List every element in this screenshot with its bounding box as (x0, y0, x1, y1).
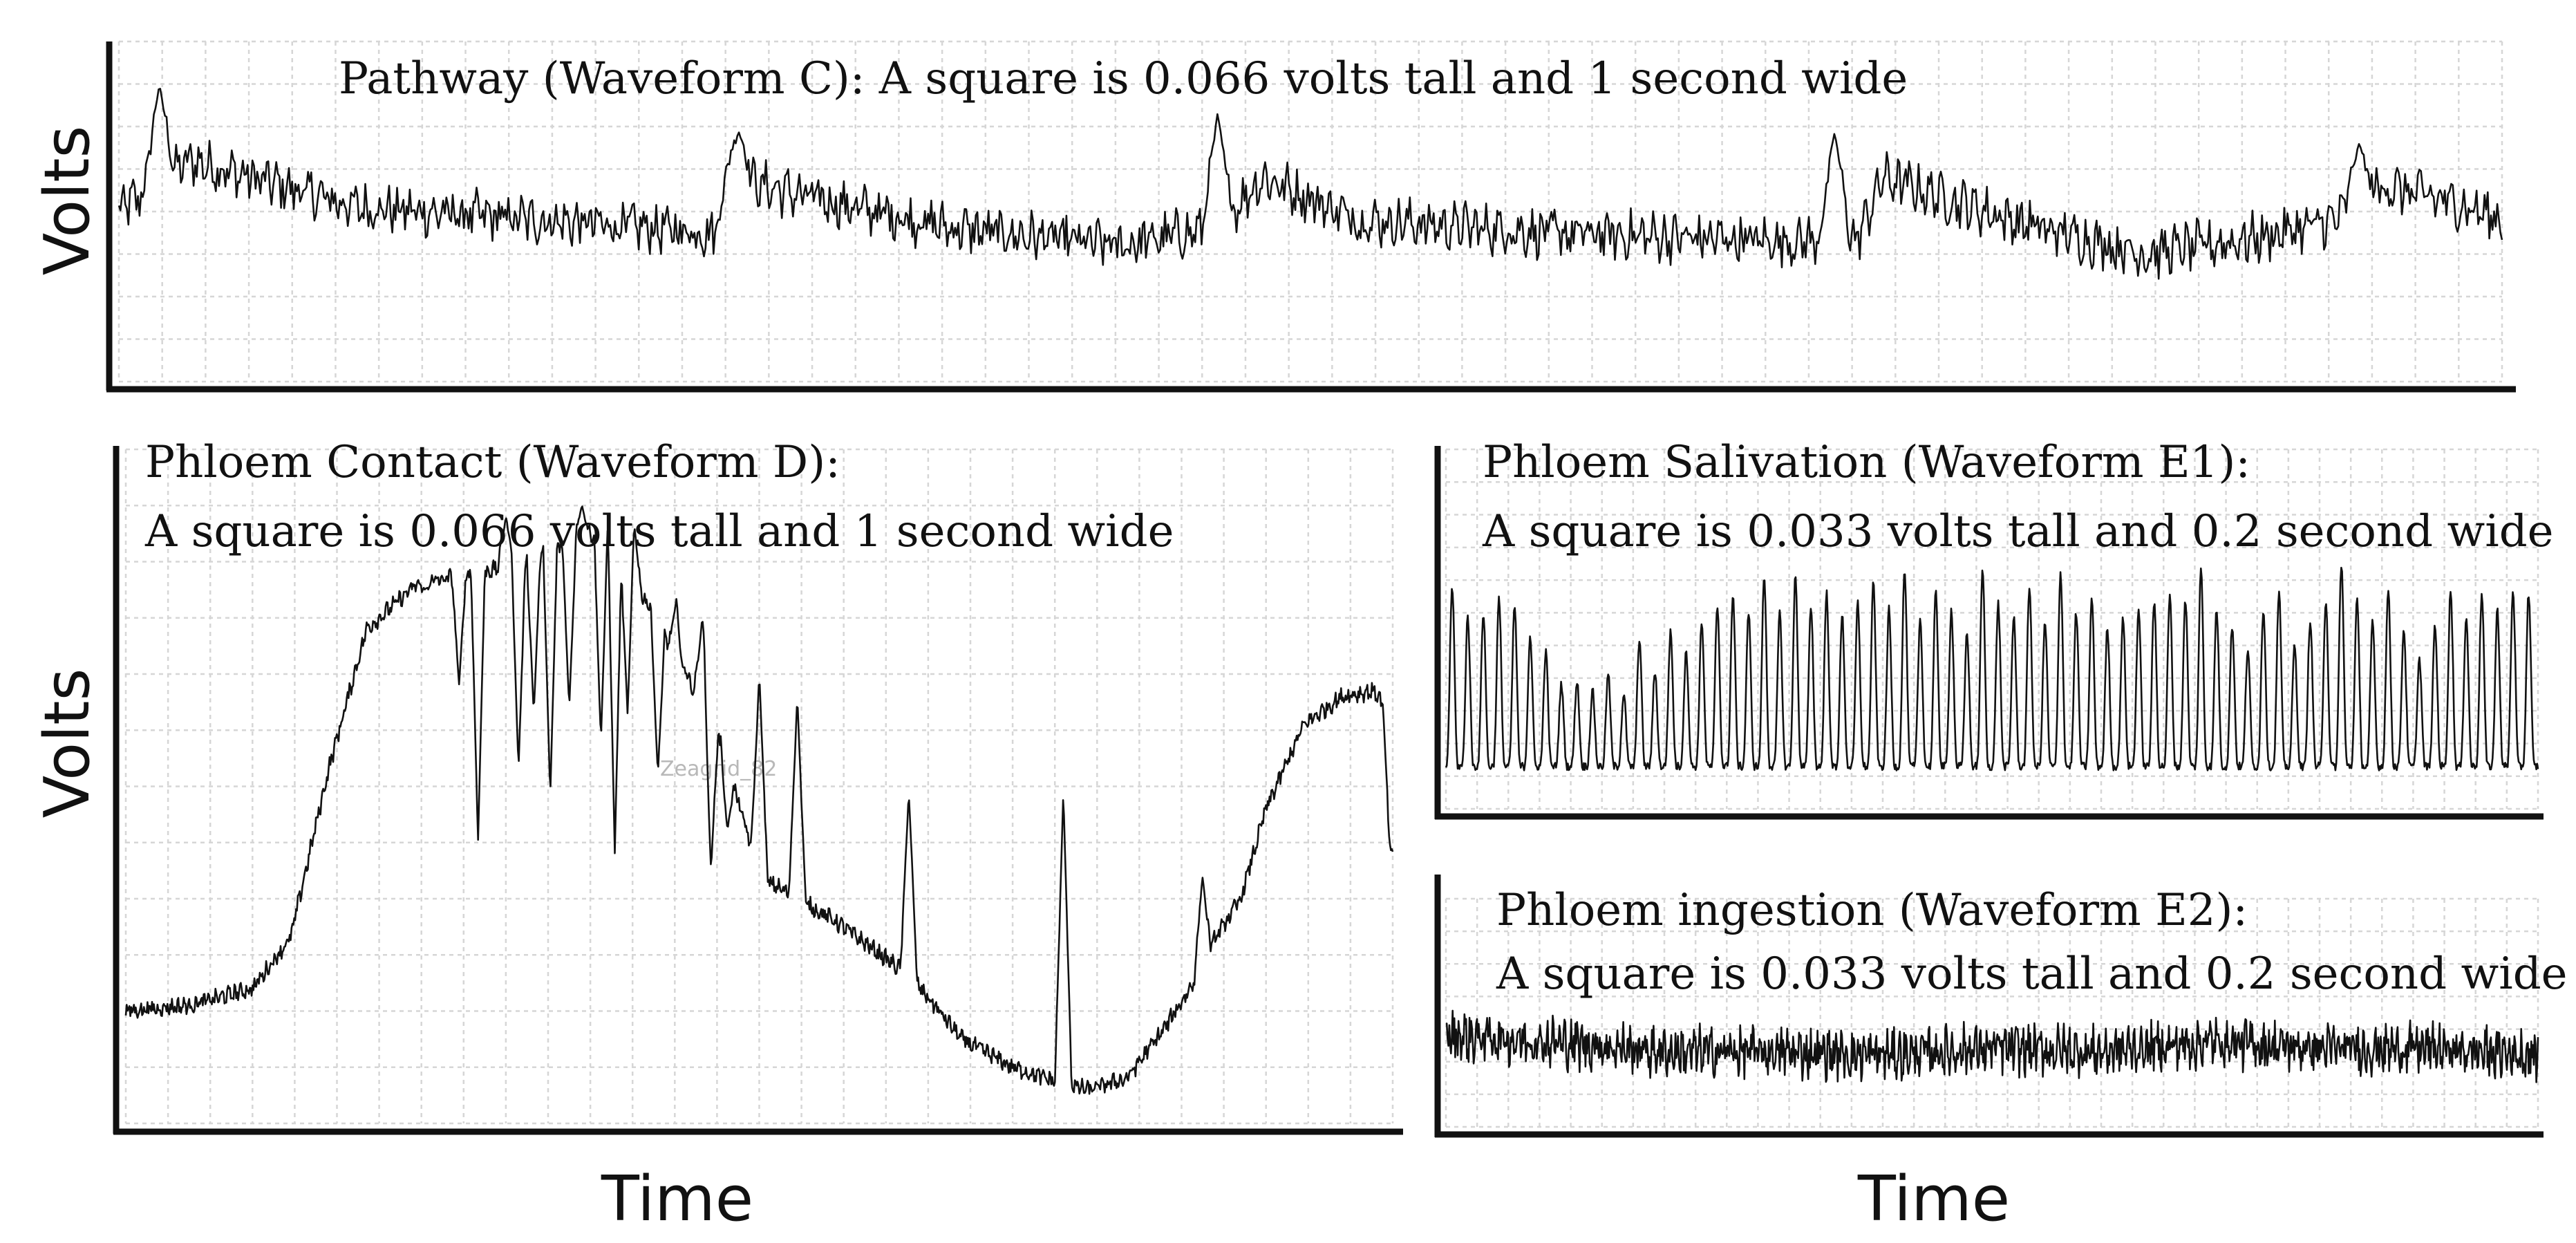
phloem-ingestion-caption-line2: A square is 0.033 volts tall and 0.2 sec… (1496, 948, 2568, 1000)
phloem-salivation-caption-line2: A square is 0.033 volts tall and 0.2 sec… (1482, 506, 2554, 557)
phloem-ingestion-waveform-trace (1445, 1009, 2539, 1083)
phloem-salivation-grid (1445, 448, 2539, 810)
y-axis-label-top: Volts (31, 126, 104, 276)
phloem-ingestion-caption-line1: Phloem ingestion (Waveform E2): (1496, 885, 2248, 936)
phloem-contact-caption-line1: Phloem Contact (Waveform D): (145, 437, 840, 488)
pathway-waveform-trace (117, 88, 2503, 280)
phloem-contact-waveform-trace (124, 505, 1394, 1095)
phloem-contact-caption-line2: A square is 0.066 volts tall and 1 secon… (144, 506, 1174, 557)
phloem-salivation-waveform-trace (1445, 566, 2539, 772)
panel-phloem-ingestion: Phloem ingestion (Waveform E2): A square… (1434, 875, 2568, 1138)
x-axis-label-right: Time (1857, 1163, 2010, 1235)
x-axis-label-left: Time (601, 1163, 753, 1235)
phloem-contact-grid (124, 448, 1394, 1125)
panel-phloem-contact: Zeagrid_82 Phloem Contact (Waveform D): … (113, 437, 1403, 1135)
panel-pathway: Pathway (Waveform C): A square is 0.066 … (106, 40, 2516, 393)
watermark-text: Zeagrid_82 (660, 757, 777, 781)
panel-phloem-salivation: Phloem Salivation (Waveform E1): A squar… (1434, 437, 2554, 820)
pathway-grid (117, 40, 2503, 383)
y-axis-label-bottom: Volts (31, 669, 104, 819)
phloem-salivation-caption-line1: Phloem Salivation (Waveform E1): (1483, 437, 2250, 488)
pathway-caption: Pathway (Waveform C): A square is 0.066 … (339, 53, 1908, 104)
